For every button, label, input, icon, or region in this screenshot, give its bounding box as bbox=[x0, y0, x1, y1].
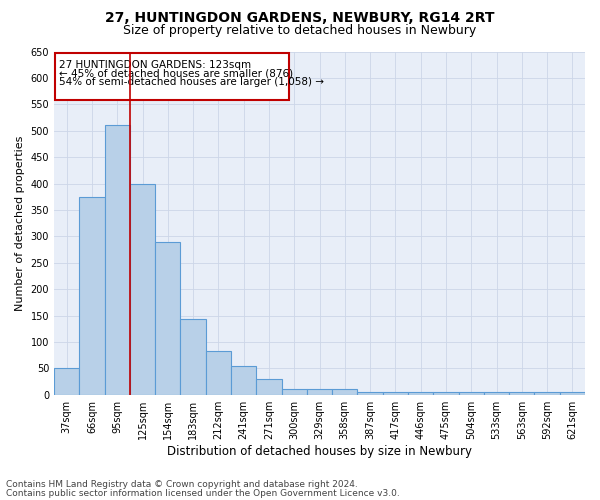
Bar bbox=[433, 392, 458, 394]
Text: 27, HUNTINGDON GARDENS, NEWBURY, RG14 2RT: 27, HUNTINGDON GARDENS, NEWBURY, RG14 2R… bbox=[105, 11, 495, 25]
Bar bbox=[231, 366, 256, 394]
Bar bbox=[130, 184, 155, 394]
Text: 27 HUNTINGDON GARDENS: 123sqm: 27 HUNTINGDON GARDENS: 123sqm bbox=[59, 60, 251, 70]
Bar bbox=[509, 392, 535, 394]
X-axis label: Distribution of detached houses by size in Newbury: Distribution of detached houses by size … bbox=[167, 444, 472, 458]
Bar bbox=[484, 392, 509, 394]
Bar bbox=[155, 242, 181, 394]
Bar bbox=[408, 392, 433, 394]
Bar bbox=[332, 389, 358, 394]
Text: ← 45% of detached houses are smaller (876): ← 45% of detached houses are smaller (87… bbox=[59, 68, 293, 78]
Text: Contains public sector information licensed under the Open Government Licence v3: Contains public sector information licen… bbox=[6, 488, 400, 498]
Text: Contains HM Land Registry data © Crown copyright and database right 2024.: Contains HM Land Registry data © Crown c… bbox=[6, 480, 358, 489]
Bar bbox=[535, 392, 560, 394]
Bar bbox=[54, 368, 79, 394]
Bar bbox=[358, 392, 383, 394]
Bar bbox=[104, 126, 130, 394]
Bar bbox=[79, 196, 104, 394]
Y-axis label: Number of detached properties: Number of detached properties bbox=[15, 136, 25, 311]
Bar bbox=[55, 52, 289, 100]
Bar bbox=[256, 379, 281, 394]
Bar bbox=[307, 389, 332, 394]
Bar bbox=[383, 392, 408, 394]
Bar bbox=[560, 392, 585, 394]
Bar bbox=[206, 351, 231, 395]
Bar bbox=[281, 389, 307, 394]
Text: Size of property relative to detached houses in Newbury: Size of property relative to detached ho… bbox=[124, 24, 476, 37]
Bar bbox=[458, 392, 484, 394]
Text: 54% of semi-detached houses are larger (1,058) →: 54% of semi-detached houses are larger (… bbox=[59, 77, 324, 87]
Bar bbox=[181, 319, 206, 394]
